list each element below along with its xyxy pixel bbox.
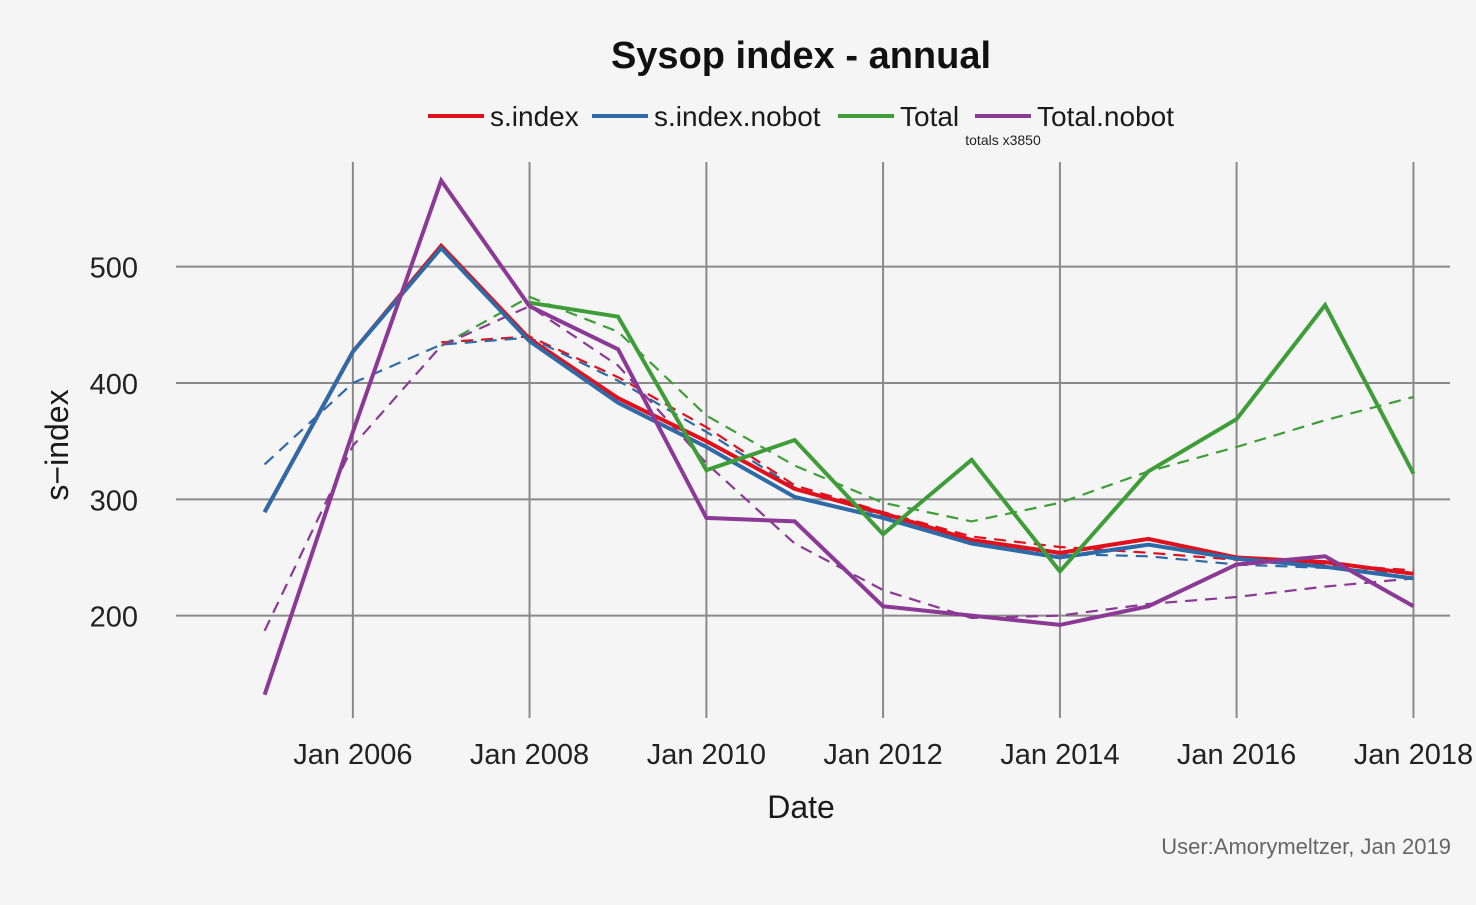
series-lines (262, 176, 1416, 696)
y-tick-label: 400 (90, 369, 138, 401)
x-tick-label: Jan 2006 (293, 739, 412, 771)
y-tick-label: 500 (90, 253, 138, 285)
chart-title: Sysop index - annual (611, 35, 991, 77)
trend-line-s-index-nobot (263, 336, 1414, 575)
chart-caption: User:Amorymeltzer, Jan 2019 (1161, 834, 1451, 859)
legend-label-total-nobot: Total.nobot (1037, 101, 1174, 132)
trend-line-s-index (441, 335, 1414, 572)
series-line-s-index-nobot (262, 245, 1414, 581)
series-line-total-nobot (262, 176, 1415, 696)
legend: s.index s.index.nobot Total Total.nobot (428, 101, 1174, 132)
x-tick-label: Jan 2014 (1000, 739, 1119, 771)
x-tick-label: Jan 2008 (470, 739, 589, 771)
legend-subtitle: totals x3850 (965, 132, 1041, 148)
x-tick-label: Jan 2010 (647, 739, 766, 771)
x-axis-title: Date (767, 789, 835, 825)
x-tick-label: Jan 2016 (1177, 739, 1296, 771)
y-tick-label: 200 (90, 602, 138, 634)
y-tick-label: 300 (90, 485, 138, 517)
legend-label-s-index: s.index (490, 101, 579, 132)
trend-line-total-nobot (263, 304, 1414, 632)
axis-labels: 200 300 400 500 Jan 2006 Jan 2008 Jan 2010 Jan … (90, 253, 1474, 771)
y-axis-title: s−index (39, 389, 75, 500)
trend-line-total (440, 295, 1414, 523)
x-tick-label: Jan 2018 (1354, 739, 1473, 771)
legend-label-s-index-nobot: s.index.nobot (654, 101, 821, 132)
trend-lines (263, 295, 1414, 632)
legend-label-total: Total (900, 101, 959, 132)
series-line-total (529, 300, 1416, 575)
x-tick-label: Jan 2012 (823, 739, 942, 771)
